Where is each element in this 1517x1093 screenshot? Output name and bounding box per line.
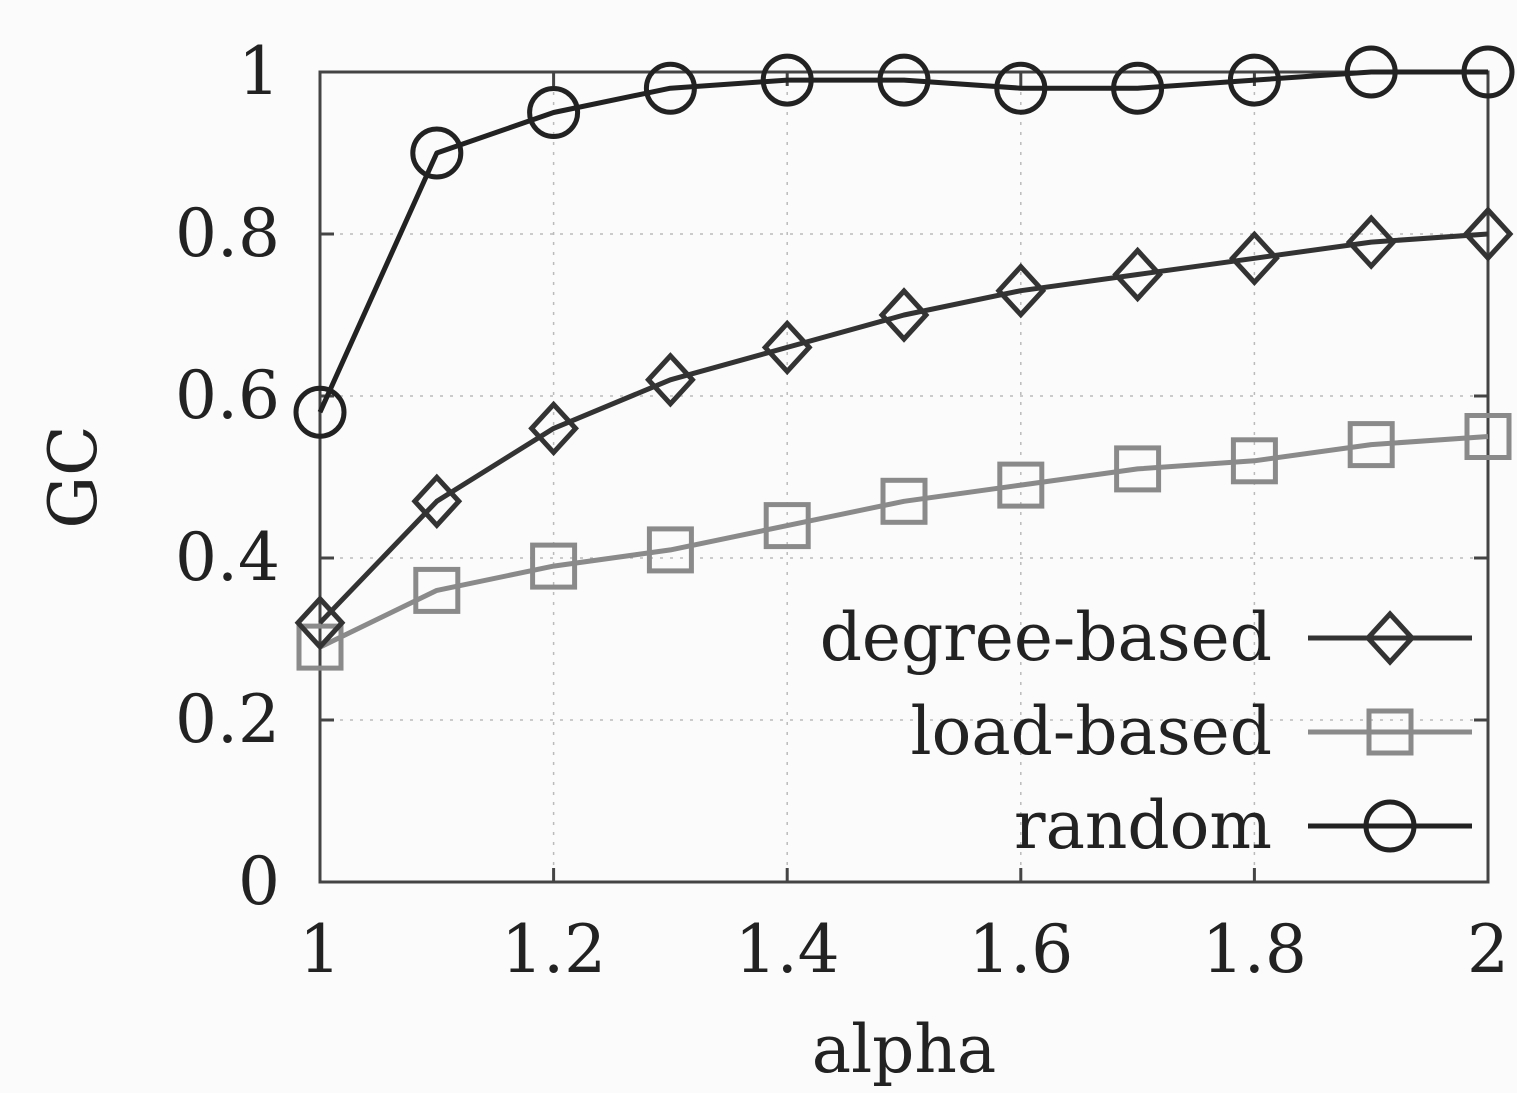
- data-point-load-based: [1464, 413, 1512, 460]
- data-point-degree-based: [1462, 206, 1514, 262]
- data-point-random: [877, 53, 931, 107]
- legend: degree-based load-based random: [820, 599, 1472, 864]
- data-point-random: [994, 61, 1048, 115]
- data-point-random: [1461, 45, 1515, 99]
- grid: [320, 72, 1488, 882]
- data-point-random: [527, 86, 581, 139]
- plot-area-frame: [318, 70, 1490, 884]
- data-point-random: [1344, 45, 1398, 99]
- x-tick-label: 1.6: [968, 911, 1073, 988]
- legend-label: random: [1014, 787, 1272, 864]
- data-point-degree-based: [878, 287, 930, 343]
- series-layer: [293, 45, 1515, 671]
- data-point-degree-based: [1112, 246, 1163, 303]
- x-tick-label: 2: [1467, 911, 1509, 988]
- series-load-based: [296, 413, 1512, 671]
- data-point-random: [760, 53, 814, 107]
- data-point-load-based: [1114, 445, 1162, 493]
- x-tick-label: 1.2: [501, 911, 606, 988]
- data-point-load-based: [880, 477, 928, 525]
- x-tick-label: 1.8: [1202, 911, 1307, 988]
- data-point-degree-based: [411, 473, 463, 529]
- y-tick-label: 0.6: [175, 357, 280, 434]
- data-point-load-based: [997, 461, 1045, 509]
- data-point-load-based: [1230, 437, 1278, 485]
- legend-label: degree-based: [820, 599, 1272, 676]
- legend-marker-square: [1366, 708, 1414, 756]
- axis-ticks: 0 0.2 0.4 0.6 0.8 1 1 1.2 1.4 1.6 1.8 2: [175, 33, 1509, 988]
- data-point-random: [293, 385, 347, 439]
- data-point-load-based: [530, 542, 578, 590]
- data-point-degree-based: [995, 263, 1047, 319]
- x-tick-label: 1.4: [735, 911, 840, 988]
- legend-item-degree-based: degree-based: [820, 599, 1472, 676]
- y-tick-label: 1: [238, 33, 280, 110]
- y-tick-label: 0.8: [175, 195, 280, 272]
- x-axis-title: alpha: [812, 1011, 997, 1088]
- data-point-random: [643, 61, 697, 115]
- x-tick-label: 1: [299, 911, 341, 988]
- data-point-degree-based: [1345, 214, 1397, 270]
- series-line-degree-based: [318, 231, 1489, 625]
- data-point-load-based: [1347, 421, 1395, 469]
- data-point-degree-based: [761, 319, 813, 376]
- data-point-degree-based: [1229, 230, 1280, 286]
- series-line-load-based: [318, 434, 1489, 650]
- y-axis-title: GC: [35, 425, 112, 528]
- data-point-random: [1227, 53, 1281, 107]
- data-point-degree-based: [294, 595, 346, 651]
- data-point-random: [410, 126, 464, 180]
- legend-marker-diamond: [1364, 610, 1416, 666]
- y-tick-label: 0: [238, 843, 280, 920]
- data-point-load-based: [296, 623, 344, 671]
- legend-marker-circle: [1363, 799, 1417, 853]
- legend-item-load-based: load-based: [910, 693, 1472, 770]
- y-tick-label: 0.2: [175, 681, 280, 758]
- series-degree-based: [294, 206, 1514, 651]
- y-tick-label: 0.4: [175, 519, 280, 596]
- data-point-degree-based: [645, 352, 696, 408]
- legend-label: load-based: [910, 693, 1272, 770]
- series-line-random: [317, 69, 1488, 414]
- legend-item-random: random: [1014, 787, 1472, 864]
- data-point-degree-based: [528, 400, 579, 457]
- data-point-random: [1111, 61, 1165, 115]
- data-point-load-based: [413, 566, 461, 614]
- data-point-load-based: [646, 526, 694, 574]
- series-random: [293, 45, 1515, 439]
- data-point-load-based: [763, 502, 811, 550]
